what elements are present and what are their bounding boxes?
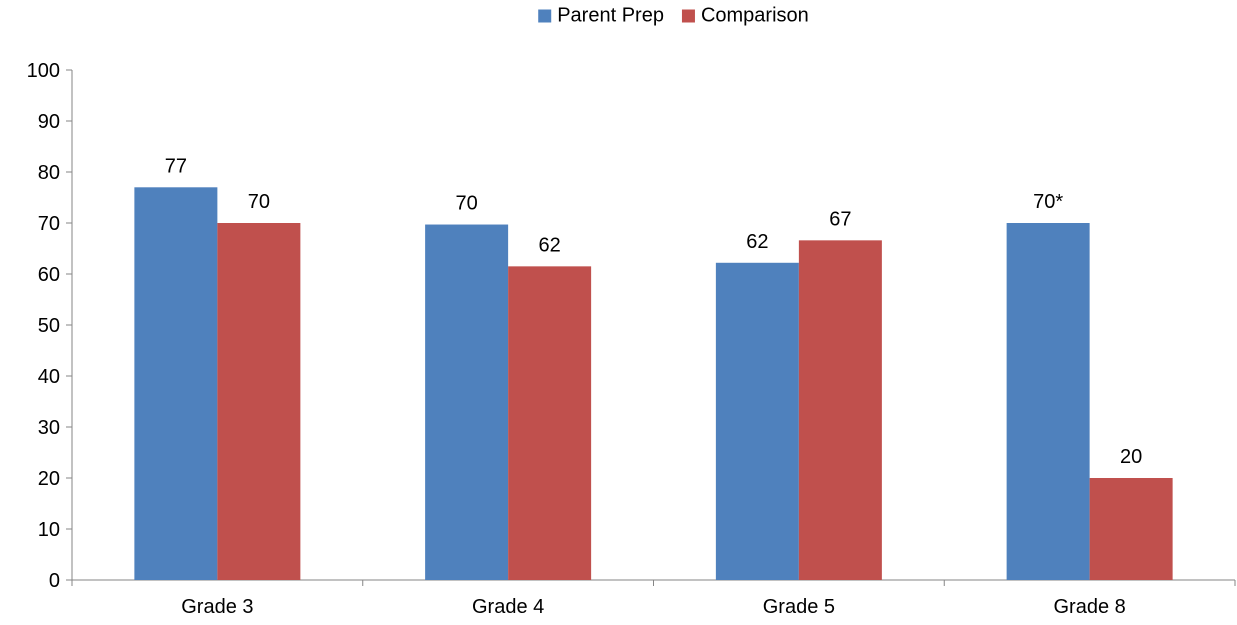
y-tick-label: 70 (38, 213, 60, 235)
data-label: 77 (165, 155, 187, 177)
legend-swatch (538, 9, 552, 23)
bars (134, 187, 1173, 581)
data-label: 62 (746, 231, 768, 253)
data-label: 67 (829, 208, 851, 230)
data-label: 70* (1033, 191, 1063, 213)
x-tick-label: Grade 8 (1053, 596, 1125, 618)
legend-item: Comparison (681, 5, 809, 27)
x-tick-label: Grade 4 (472, 596, 544, 618)
data-labels: 77 70 70 62 62 67 70* 20 (165, 155, 1143, 468)
legend-item: Parent Prep (538, 5, 664, 27)
bar (425, 224, 509, 580)
y-tick-label: 100 (27, 60, 60, 82)
x-tick-label: Grade 3 (181, 596, 253, 618)
y-tick-label: 90 (38, 111, 60, 133)
y-tick-label: 20 (38, 468, 60, 490)
bar (1006, 223, 1090, 580)
y-tick-label: 40 (38, 366, 60, 388)
data-label: 20 (1120, 446, 1142, 468)
data-label: 70 (248, 191, 270, 213)
y-tick-label: 50 (38, 315, 60, 337)
bar (217, 223, 301, 580)
legend: Parent Prep Comparison (538, 5, 809, 27)
y-tick-label: 0 (49, 570, 60, 592)
y-tick-label: 60 (38, 264, 60, 286)
bar (798, 240, 882, 580)
legend-label: Comparison (701, 5, 809, 27)
legend-swatch (681, 9, 695, 23)
bar (715, 262, 799, 580)
bar (508, 266, 592, 580)
data-label: 70 (456, 193, 478, 215)
axes: 0 10 20 30 40 50 60 70 80 90 100 (27, 60, 1236, 592)
data-label: 62 (539, 234, 561, 256)
y-tick-label: 80 (38, 162, 60, 184)
category-labels: Grade 3 Grade 4 Grade 5 Grade 8 (181, 596, 1126, 618)
bar (1089, 478, 1173, 580)
bar (134, 187, 218, 581)
y-tick-label: 10 (38, 519, 60, 541)
y-tick-label: 30 (38, 417, 60, 439)
x-tick-label: Grade 5 (763, 596, 835, 618)
legend-label: Parent Prep (557, 5, 664, 27)
